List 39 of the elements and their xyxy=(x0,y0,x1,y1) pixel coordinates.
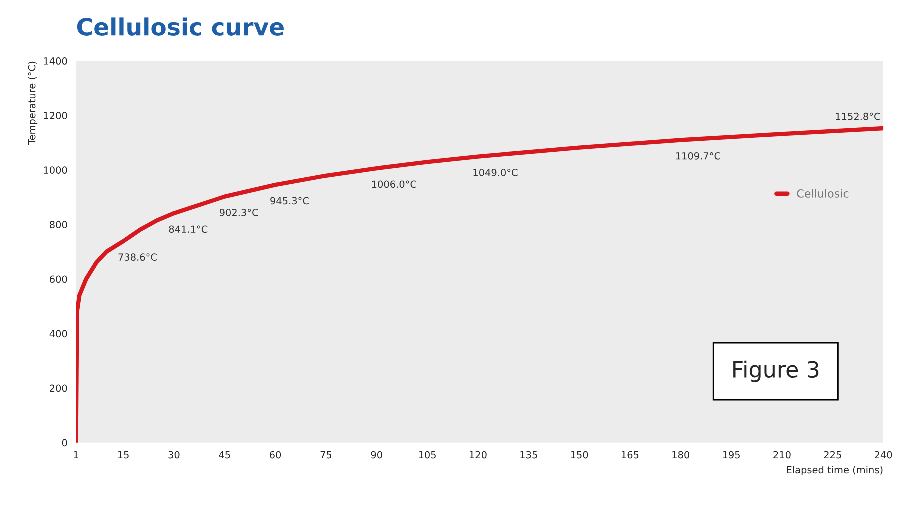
x-tick-label: 1 xyxy=(74,451,78,459)
y-tick-label: 600 xyxy=(50,276,68,284)
line-series xyxy=(76,126,884,443)
x-tick-label: 30 xyxy=(168,451,180,459)
x-tick-label: 135 xyxy=(520,451,538,459)
y-tick-label: 1000 xyxy=(44,166,68,174)
y-axis-title: Temperature (°C) xyxy=(28,62,38,146)
data-label: 1152.8°C xyxy=(836,112,880,120)
y-tick-label: 800 xyxy=(50,221,68,229)
data-label: 841.1°C xyxy=(169,226,208,234)
x-tick-label: 210 xyxy=(774,451,791,459)
x-axis-title: Elapsed time (mins) xyxy=(787,466,883,476)
y-tick-label: 1200 xyxy=(44,112,68,120)
y-tick-label: 0 xyxy=(62,439,68,447)
x-tick-label: 225 xyxy=(824,451,842,459)
y-tick-label: 400 xyxy=(50,330,68,338)
data-label: 1109.7°C xyxy=(676,152,720,160)
x-tick-label: 45 xyxy=(219,451,230,459)
y-tick-label: 200 xyxy=(50,384,68,392)
x-tick-label: 75 xyxy=(320,451,332,459)
chart-title: Cellulosic curve xyxy=(77,18,284,36)
data-label: 945.3°C xyxy=(270,197,309,205)
x-tick-label: 150 xyxy=(571,451,588,459)
x-tick-label: 90 xyxy=(371,451,382,459)
x-tick-label: 240 xyxy=(874,451,892,459)
x-tick-label: 120 xyxy=(470,451,487,459)
x-tick-label: 15 xyxy=(118,451,129,459)
x-tick-label: 105 xyxy=(419,451,436,459)
annotation: Figure 3 xyxy=(734,360,819,382)
data-label: 1006.0°C xyxy=(372,180,416,188)
data-label: 902.3°C xyxy=(220,209,258,216)
data-label: 1049.0°C xyxy=(474,169,518,176)
x-tick-label: 195 xyxy=(723,451,740,459)
y-tick-label: 1400 xyxy=(44,58,68,65)
x-tick-label: 165 xyxy=(622,451,639,459)
x-tick-label: 60 xyxy=(270,451,282,459)
x-tick-label: 180 xyxy=(672,451,690,459)
legend-label: Cellulosic xyxy=(797,189,849,198)
data-label: 738.6°C xyxy=(118,254,157,262)
